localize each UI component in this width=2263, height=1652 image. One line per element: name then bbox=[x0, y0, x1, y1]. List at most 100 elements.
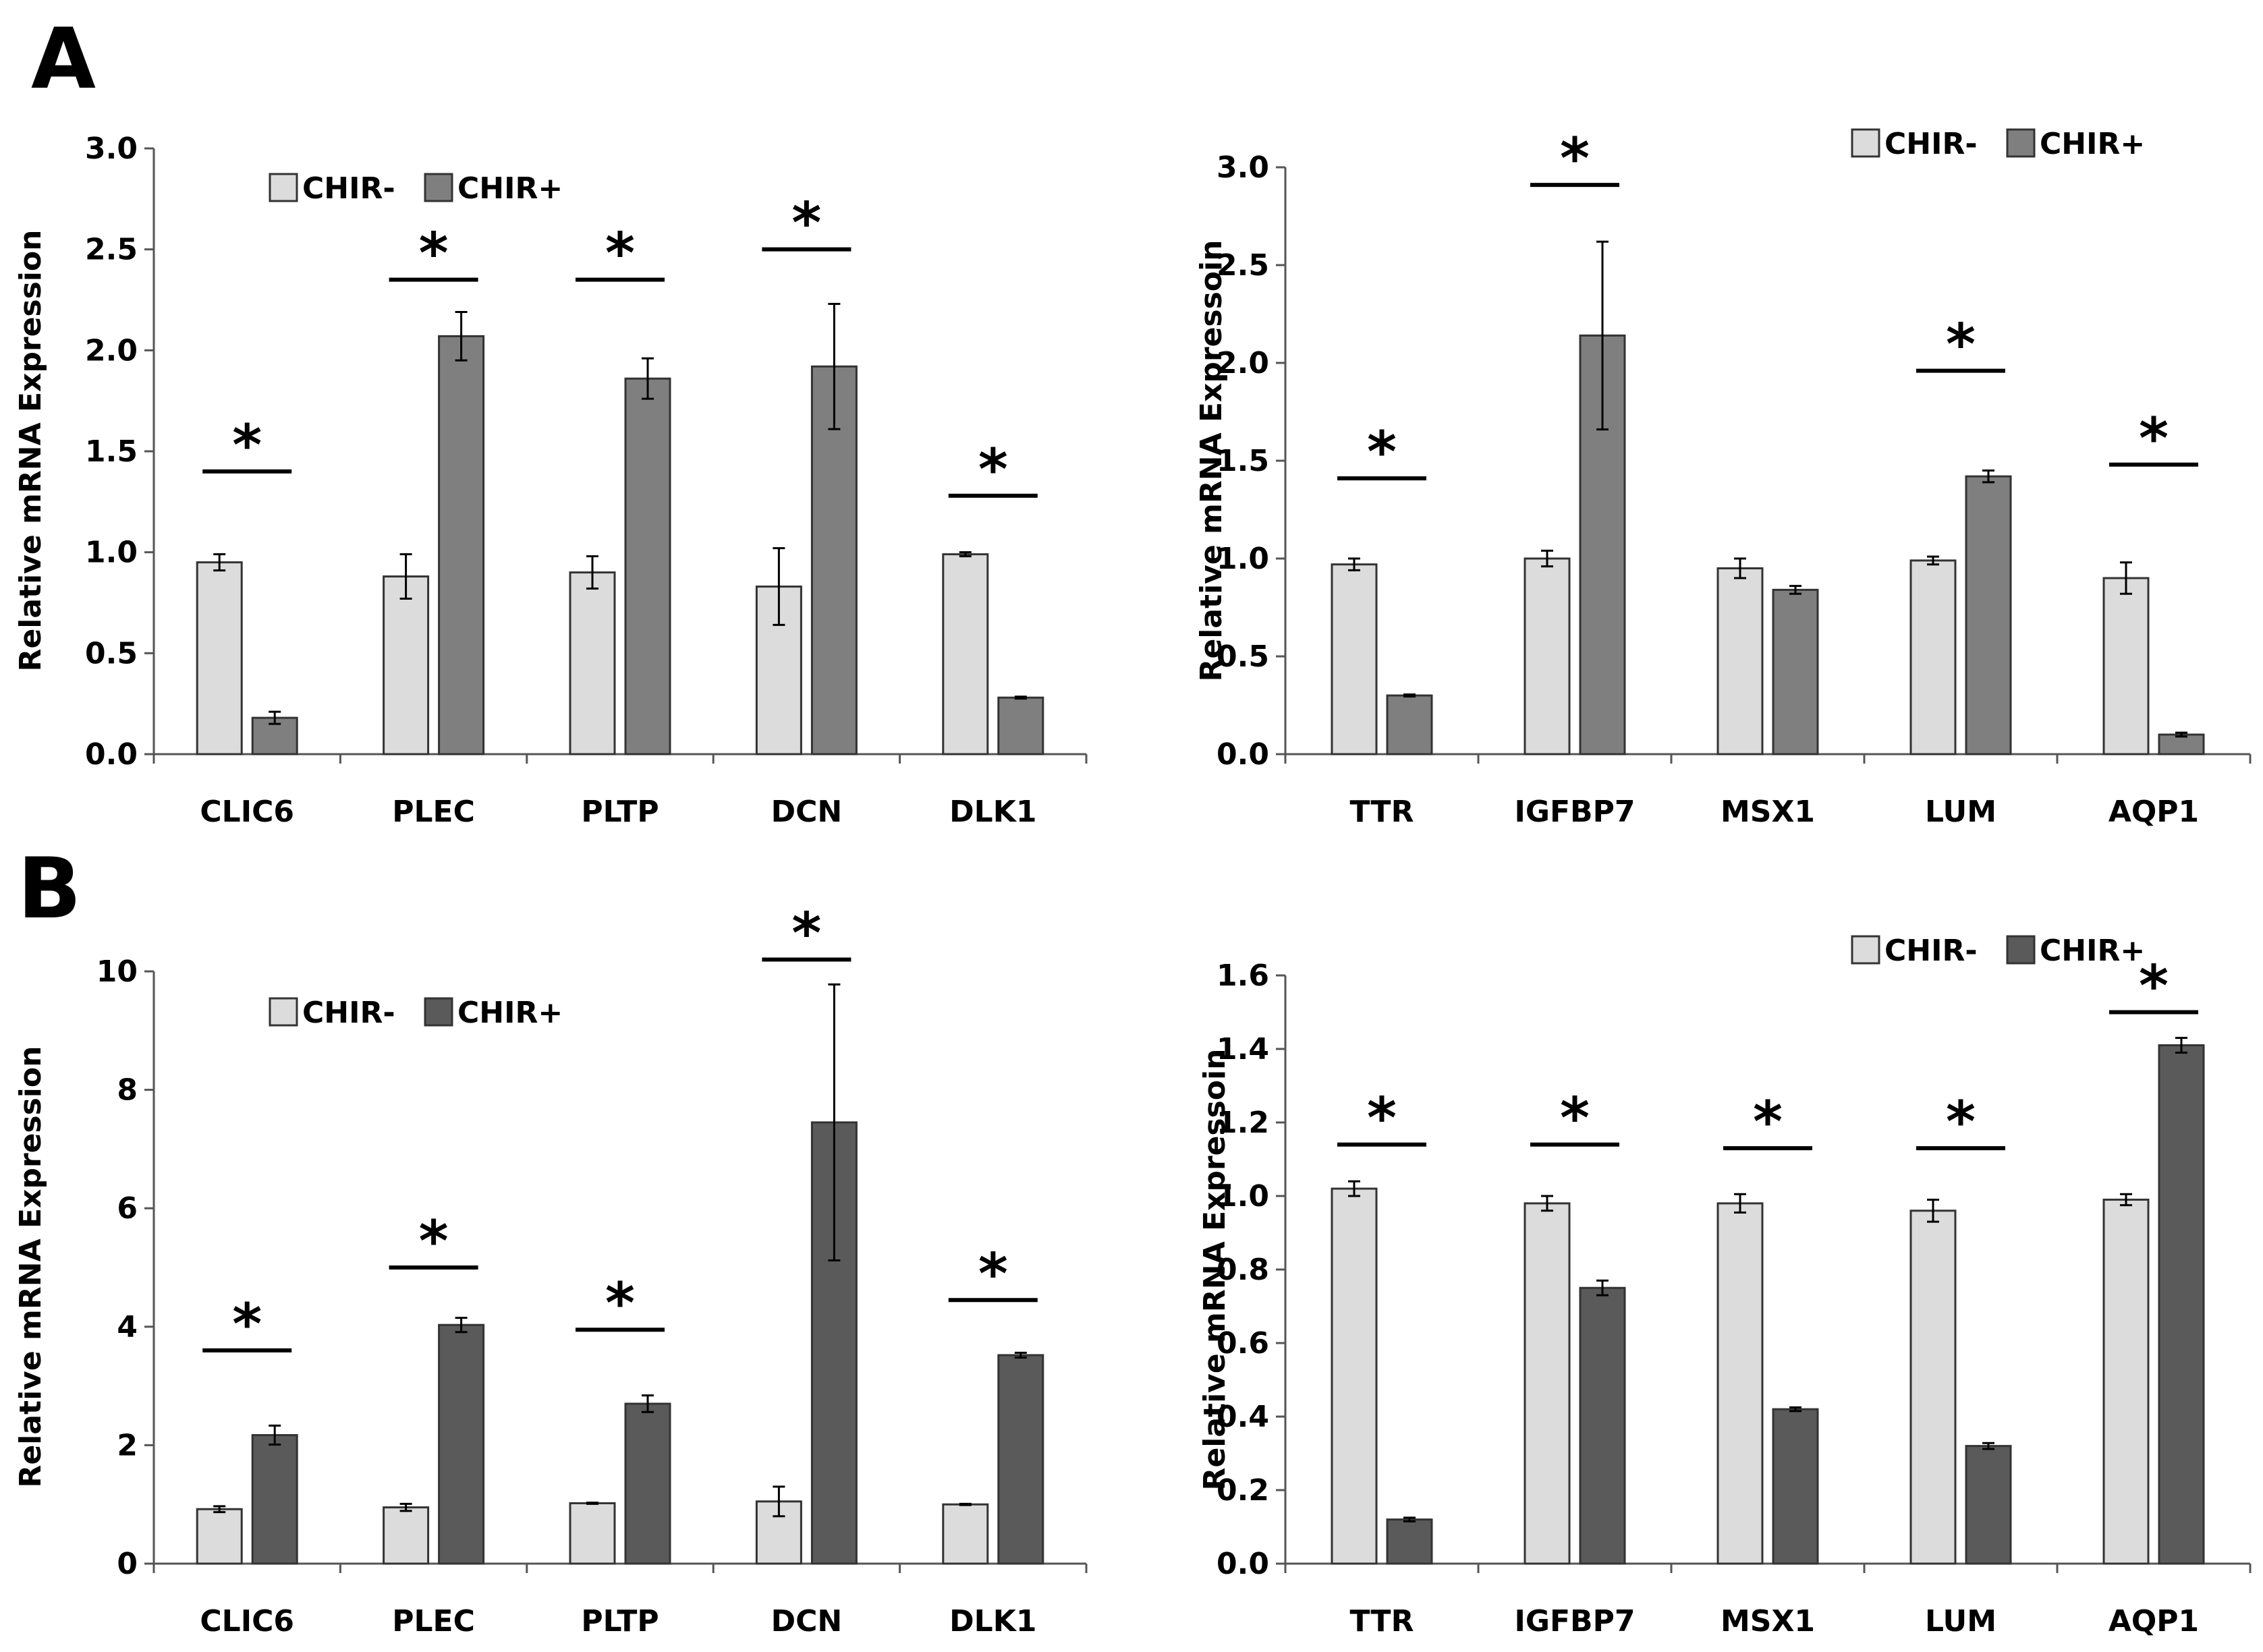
significance-star: * bbox=[2139, 953, 2169, 1019]
category-label: PLEC bbox=[392, 795, 475, 829]
legend-label: CHIR+ bbox=[457, 171, 563, 206]
bar-chir-plus-aqp1 bbox=[2158, 1044, 2205, 1565]
significance-star: * bbox=[1367, 419, 1397, 485]
category-label: CLIC6 bbox=[200, 795, 294, 829]
y-tick-label: 0.0 bbox=[1217, 1547, 1269, 1581]
legend-swatch bbox=[1851, 128, 1880, 158]
category-label: MSX1 bbox=[1721, 1604, 1815, 1639]
bar-chir-plus-clic6 bbox=[251, 1433, 298, 1565]
bar-chir-minus-plec bbox=[383, 1506, 430, 1565]
legend: CHIR- CHIR+ bbox=[269, 171, 563, 206]
y-tick-label: 0.4 bbox=[1217, 1400, 1269, 1434]
bar-chir-minus-aqp1 bbox=[2102, 577, 2150, 756]
significance-star: * bbox=[1753, 1089, 1783, 1155]
y-tick-label: 0.8 bbox=[1217, 1253, 1269, 1287]
y-tick-label: 1.0 bbox=[1217, 1179, 1269, 1214]
category-label: LUM bbox=[1925, 1604, 1996, 1639]
bar-chir-minus-pltp bbox=[569, 1502, 616, 1565]
category-label: PLEC bbox=[392, 1604, 475, 1639]
y-tick-label: 2.0 bbox=[85, 333, 138, 368]
category-label: DCN bbox=[771, 795, 843, 829]
y-tick-label: 6 bbox=[117, 1191, 138, 1226]
bar-chir-plus-ttr bbox=[1386, 694, 1433, 756]
chart-a-left: 0.0 0.5 1.0 1.5 2.0 2.5 3.0 Relative mRNA Expre… bbox=[13, 132, 1088, 829]
y-axis-label: Relative mRNA Expressoin bbox=[1198, 1049, 1232, 1491]
category-label: AQP1 bbox=[2108, 1604, 2199, 1639]
bar-chir-minus-igfbp7 bbox=[1524, 557, 1571, 756]
bar-chir-minus-igfbp7 bbox=[1524, 1202, 1571, 1565]
significance-star: * bbox=[1367, 1085, 1397, 1151]
legend-label: CHIR- bbox=[1884, 934, 1978, 968]
category-label: DLK1 bbox=[949, 795, 1036, 829]
significance-star: * bbox=[605, 221, 635, 287]
category-label: IGFBP7 bbox=[1515, 795, 1636, 829]
bar-chir-plus-lum bbox=[1965, 1445, 2012, 1565]
significance-star: * bbox=[419, 1208, 449, 1274]
y-tick-label: 2.5 bbox=[1217, 248, 1269, 283]
y-tick-label: 1.6 bbox=[1217, 959, 1269, 993]
bar-chir-plus-plec bbox=[438, 1323, 485, 1565]
bar-chir-minus-lum bbox=[1909, 559, 1957, 756]
bar-chir-minus-lum bbox=[1909, 1209, 1957, 1565]
y-tick-label: 10 bbox=[96, 955, 138, 989]
category-label: DLK1 bbox=[949, 1604, 1036, 1639]
bar-chir-minus-ttr bbox=[1331, 563, 1378, 756]
significance-star: * bbox=[1946, 312, 1976, 378]
legend-swatch bbox=[424, 173, 453, 202]
legend-label: CHIR- bbox=[302, 171, 395, 206]
significance-star: * bbox=[978, 1241, 1008, 1307]
legend-swatch bbox=[424, 997, 453, 1027]
category-label: LUM bbox=[1925, 795, 1996, 829]
y-tick-label: 3.0 bbox=[85, 132, 138, 166]
bar-chir-minus-msx1 bbox=[1716, 1202, 1764, 1565]
legend-label: CHIR- bbox=[302, 996, 395, 1030]
significance-star: * bbox=[791, 190, 821, 256]
legend: CHIR- CHIR+ bbox=[1851, 127, 2145, 161]
y-tick-label: 1.4 bbox=[1217, 1032, 1269, 1066]
bar-chir-minus-ttr bbox=[1331, 1187, 1378, 1565]
significance-star: * bbox=[2139, 405, 2169, 472]
significance-star: * bbox=[1946, 1089, 1976, 1155]
bar-chir-minus-dlk1 bbox=[942, 553, 989, 756]
panel-label-b: B bbox=[18, 841, 82, 938]
y-tick-label: 0.5 bbox=[85, 636, 138, 671]
bar-chir-plus-ttr bbox=[1386, 1518, 1433, 1565]
significance-star: * bbox=[232, 1291, 262, 1357]
bar-chir-plus-plec bbox=[438, 335, 485, 756]
bar-chir-plus-dlk1 bbox=[997, 696, 1044, 756]
chart-b-left: 0 2 4 6 8 10 Relative mRNA Expression CLIC6 PLEC… bbox=[13, 900, 1088, 1639]
chart-a-right: 0.0 0.5 1.0 1.5 2.0 2.5 3.0 Relative mRNA Expre… bbox=[1194, 125, 2252, 829]
y-tick-label: 1.0 bbox=[1217, 542, 1269, 576]
legend-swatch bbox=[2006, 128, 2036, 158]
y-tick-label: 2 bbox=[117, 1428, 138, 1462]
y-tick-label: 1.0 bbox=[85, 536, 138, 570]
legend-swatch bbox=[1851, 935, 1880, 965]
y-tick-label: 8 bbox=[117, 1073, 138, 1108]
significance-star: * bbox=[605, 1270, 635, 1336]
significance-star: * bbox=[419, 221, 449, 287]
bar-chir-minus-pltp bbox=[569, 571, 616, 756]
panel-label-a: A bbox=[31, 11, 96, 108]
bar-chir-plus-dcn bbox=[810, 365, 858, 756]
y-tick-label: 1.5 bbox=[85, 434, 138, 469]
legend-label: CHIR+ bbox=[457, 996, 563, 1030]
legend-label: CHIR+ bbox=[2040, 934, 2145, 968]
bar-chir-plus-igfbp7 bbox=[1579, 1286, 1626, 1565]
category-label: MSX1 bbox=[1721, 795, 1815, 829]
y-tick-label: 0.0 bbox=[1217, 737, 1269, 772]
significance-star: * bbox=[978, 436, 1008, 503]
y-tick-label: 0.6 bbox=[1217, 1326, 1269, 1361]
y-tick-label: 1.5 bbox=[1217, 444, 1269, 478]
y-tick-label: 0.5 bbox=[1217, 639, 1269, 674]
category-label: CLIC6 bbox=[200, 1604, 294, 1639]
legend-swatch bbox=[269, 997, 298, 1027]
y-tick-label: 2.0 bbox=[1217, 346, 1269, 380]
bar-chir-plus-dlk1 bbox=[997, 1354, 1044, 1565]
y-tick-label: 0.0 bbox=[85, 737, 138, 772]
bar-chir-plus-msx1 bbox=[1772, 1408, 1819, 1565]
significance-star: * bbox=[1560, 1085, 1590, 1151]
category-label: IGFBP7 bbox=[1515, 1604, 1636, 1639]
y-axis-label: Relative mRNA Expressoin bbox=[1194, 240, 1229, 682]
category-label: DCN bbox=[771, 1604, 843, 1639]
bar-chir-minus-dlk1 bbox=[942, 1503, 989, 1565]
